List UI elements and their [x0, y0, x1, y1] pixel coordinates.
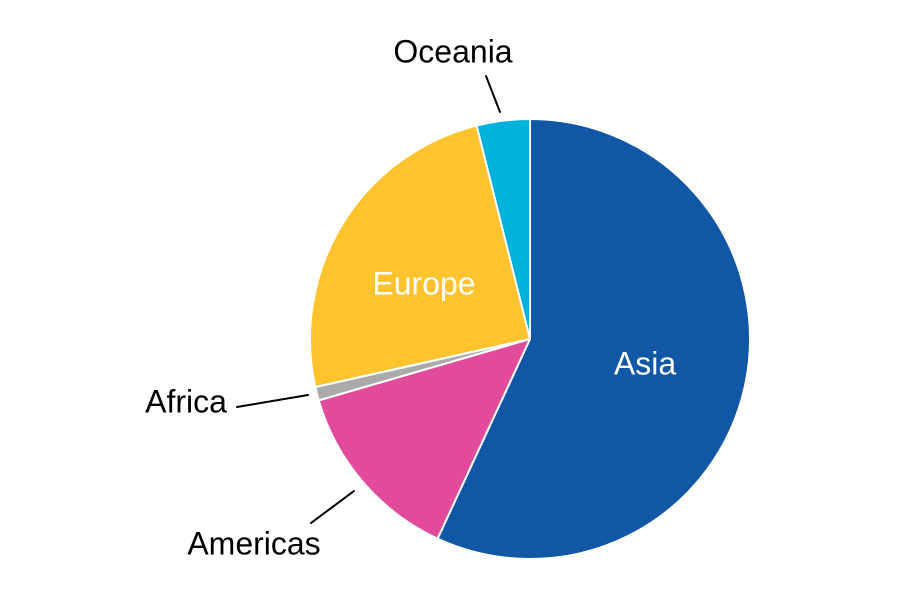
slice-label-asia: Asia [613, 345, 677, 382]
leader-lines [236, 75, 501, 524]
slice-label-europe: Europe [372, 265, 476, 302]
slice-label-africa: Africa [145, 383, 227, 420]
pie-slice-oceania [475, 118, 531, 340]
pie-slice-asia [436, 118, 751, 560]
slice-label-oceania: Oceania [393, 33, 513, 70]
slice-label-americas: Americas [187, 525, 321, 562]
pie-slice-americas [317, 338, 531, 540]
pie-slice-europe [309, 124, 531, 388]
leader-line-oceania [485, 75, 501, 113]
pie-slices [309, 118, 751, 560]
leader-line-americas [310, 490, 355, 524]
leader-line-africa [236, 394, 309, 408]
